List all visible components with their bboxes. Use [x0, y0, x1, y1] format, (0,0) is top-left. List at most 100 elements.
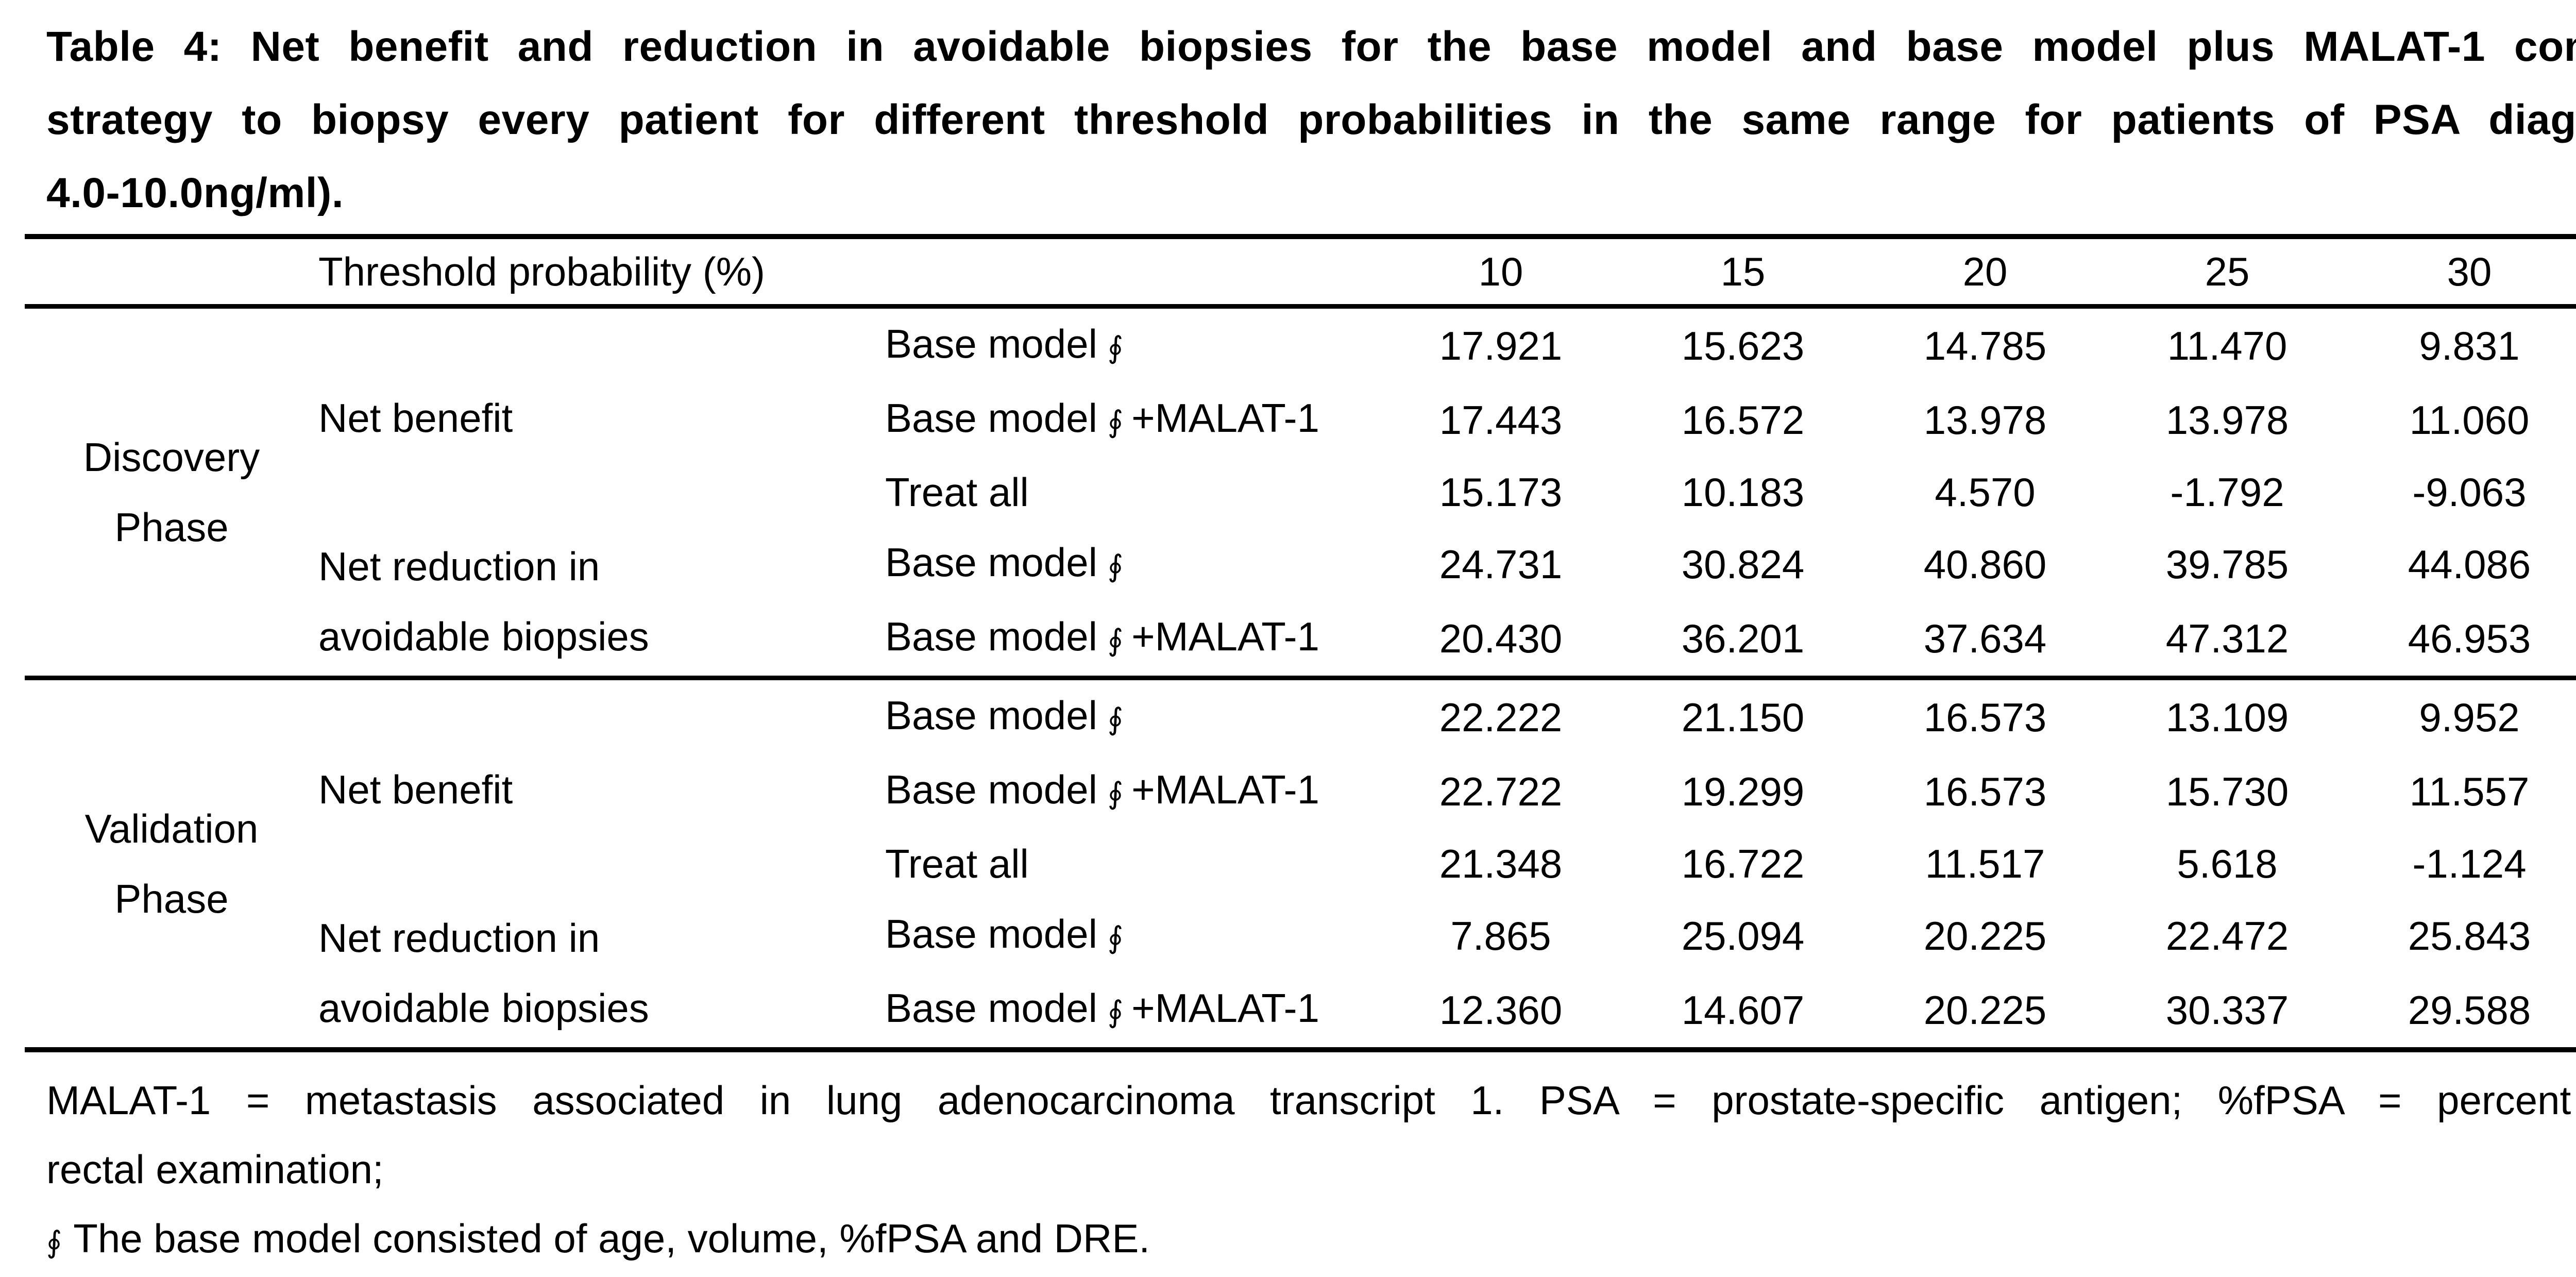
model-label: Base model: [885, 614, 1097, 659]
value-cell: 30.337: [2165, 987, 2289, 1033]
model-footnote-symbol: ∮: [1107, 777, 1124, 810]
value-cell: 11.557: [2409, 769, 2530, 814]
col-header-30: 30: [2348, 237, 2576, 309]
col-header-20: 20: [1864, 237, 2106, 309]
model-label: Treat all: [885, 841, 1029, 886]
value-cell: 16.722: [1681, 841, 1805, 886]
value-cell: 37.634: [1864, 601, 2106, 680]
footnotes: MALAT-1 = metastasis associated in lung …: [46, 1066, 2576, 1277]
model-cell: Base model ∮ +MALAT-1: [885, 601, 1380, 680]
metric-label: Net benefit: [318, 767, 513, 812]
table-title: Table 4: Net benefit and reduction in av…: [0, 0, 2576, 230]
model-label: Base model: [885, 540, 1097, 585]
table-row: Treat all 21.348 16.722 11.517 5.618 -1.…: [25, 829, 2576, 899]
phase-cell-validation: Validation Phase: [25, 678, 318, 1050]
value-cell: 47.312: [2106, 601, 2348, 680]
metric-label: avoidable biopsies: [318, 614, 649, 659]
value-cell: 22.722: [1439, 769, 1563, 814]
table-row: Base model ∮ +MALAT-1 12.360 14.607 20.225…: [25, 973, 2576, 1050]
value-cell: 15.623: [1681, 323, 1805, 368]
model-footnote-symbol: ∮: [1107, 549, 1124, 583]
value-cell: 20.225: [1923, 987, 2047, 1033]
value-cell: -1.792: [2170, 469, 2284, 515]
phase-name-line: Discovery: [83, 434, 260, 480]
value-cell: 25.843: [2408, 913, 2531, 959]
value-cell: 13.109: [2165, 695, 2289, 740]
table-row: Net reduction in avoidable biopsies Base…: [25, 899, 2576, 1031]
value-cell: 13.978: [2165, 397, 2289, 443]
model-footnote-symbol: ∮: [1107, 921, 1124, 954]
value-cell: 36.201: [1622, 601, 1864, 680]
model-suffix: +MALAT-1: [1131, 985, 1319, 1031]
threshold-probability-label: Threshold probability (%): [318, 237, 1380, 309]
value-cell: 12.360: [1439, 987, 1563, 1033]
model-cell: Base model ∮ +MALAT-1: [885, 383, 1380, 457]
value-cell: 21.150: [1681, 695, 1805, 740]
value-cell: -1.124: [2412, 841, 2527, 886]
phase-cell-discovery: Discovery Phase: [25, 306, 318, 680]
footnote-line-2: rectal examination;: [46, 1147, 384, 1192]
value-cell: 30.824: [1681, 542, 1805, 587]
model-label: Base model: [885, 767, 1097, 812]
phase-name-line: Phase: [114, 505, 229, 550]
value-cell: 39.785: [2165, 542, 2289, 587]
table-row: Treat all 15.173 10.183 4.570 -1.792 -9.…: [25, 457, 2576, 527]
table-row: Base model ∮ +MALAT-1 17.443 16.572 13.978…: [25, 383, 2576, 457]
metric-cell-net-benefit: Net benefit: [318, 678, 885, 899]
results-table: Threshold probability (%) 10 15 20 25 30…: [25, 234, 2576, 1052]
value-cell: 14.607: [1681, 987, 1805, 1033]
table-row: Validation Phase Net benefit Base model ∮…: [25, 678, 2576, 921]
model-footnote-symbol: ∮: [1107, 995, 1124, 1029]
metric-label: Net reduction in: [318, 544, 600, 589]
title-line-2: strategy to biopsy every patient for dif…: [46, 96, 2576, 143]
contour-integral-symbol: ∮: [46, 1225, 62, 1259]
metric-label: avoidable biopsies: [318, 985, 649, 1031]
value-cell: 13.978: [1923, 397, 2047, 443]
value-cell: -9.063: [2412, 469, 2527, 515]
value-cell: 15.173: [1439, 469, 1563, 515]
metric-cell-net-benefit: Net benefit: [318, 307, 885, 528]
metric-cell-net-reduction: Net reduction in avoidable biopsies: [318, 527, 885, 680]
model-suffix: +MALAT-1: [1131, 767, 1319, 812]
title-line-1: Table 4: Net benefit and reduction in av…: [46, 23, 2576, 70]
model-suffix: +MALAT-1: [1131, 395, 1319, 441]
model-label: Base model: [885, 395, 1097, 441]
phase-name-line: Phase: [114, 876, 229, 921]
header-empty-cell: [25, 237, 318, 309]
model-label: Base model: [885, 693, 1097, 738]
value-cell: 9.831: [2419, 323, 2520, 368]
value-cell: 14.785: [1923, 323, 2047, 368]
value-cell: 44.086: [2408, 542, 2531, 587]
value-cell: 22.222: [1439, 695, 1563, 740]
value-cell: 15.730: [2165, 769, 2289, 814]
model-suffix: +MALAT-1: [1131, 614, 1319, 659]
model-cell: Base model ∮ +MALAT-1: [885, 973, 1380, 1050]
model-cell: Base model ∮: [885, 899, 1380, 973]
model-cell: Base model ∮ +MALAT-1: [885, 754, 1380, 829]
value-cell: 24.731: [1439, 542, 1563, 587]
model-label: Base model: [885, 321, 1097, 366]
value-cell: 10.183: [1681, 469, 1805, 515]
model-label: Base model: [885, 911, 1097, 956]
header-row: Threshold probability (%) 10 15 20 25 30…: [25, 237, 2576, 309]
footnote-line-1: MALAT-1 = metastasis associated in lung …: [46, 1078, 2576, 1123]
value-cell: 7.865: [1450, 913, 1551, 959]
table-row: Base model ∮ +MALAT-1 20.430 36.201 37.634…: [25, 601, 2576, 680]
col-header-25: 25: [2106, 237, 2348, 309]
metric-cell-net-reduction: Net reduction in avoidable biopsies: [318, 899, 885, 1050]
value-cell: 21.348: [1439, 841, 1563, 886]
value-cell: 11.470: [2167, 323, 2287, 368]
footnote-line-3-text: The base model consisted of age, volume,…: [73, 1216, 1150, 1261]
value-cell: 46.953: [2348, 601, 2576, 680]
title-line-3: 4.0-10.0ng/ml).: [46, 170, 344, 216]
value-cell: 4.570: [1935, 469, 2036, 515]
value-cell: 17.921: [1439, 323, 1563, 368]
value-cell: 40.860: [1923, 542, 2047, 587]
value-cell: 29.588: [2408, 987, 2531, 1033]
value-cell: 19.299: [1681, 769, 1805, 814]
model-cell: Base model ∮: [885, 307, 1380, 383]
model-footnote-symbol: ∮: [1107, 702, 1124, 736]
model-cell: Base model ∮: [885, 678, 1380, 755]
col-header-10: 10: [1380, 237, 1622, 309]
